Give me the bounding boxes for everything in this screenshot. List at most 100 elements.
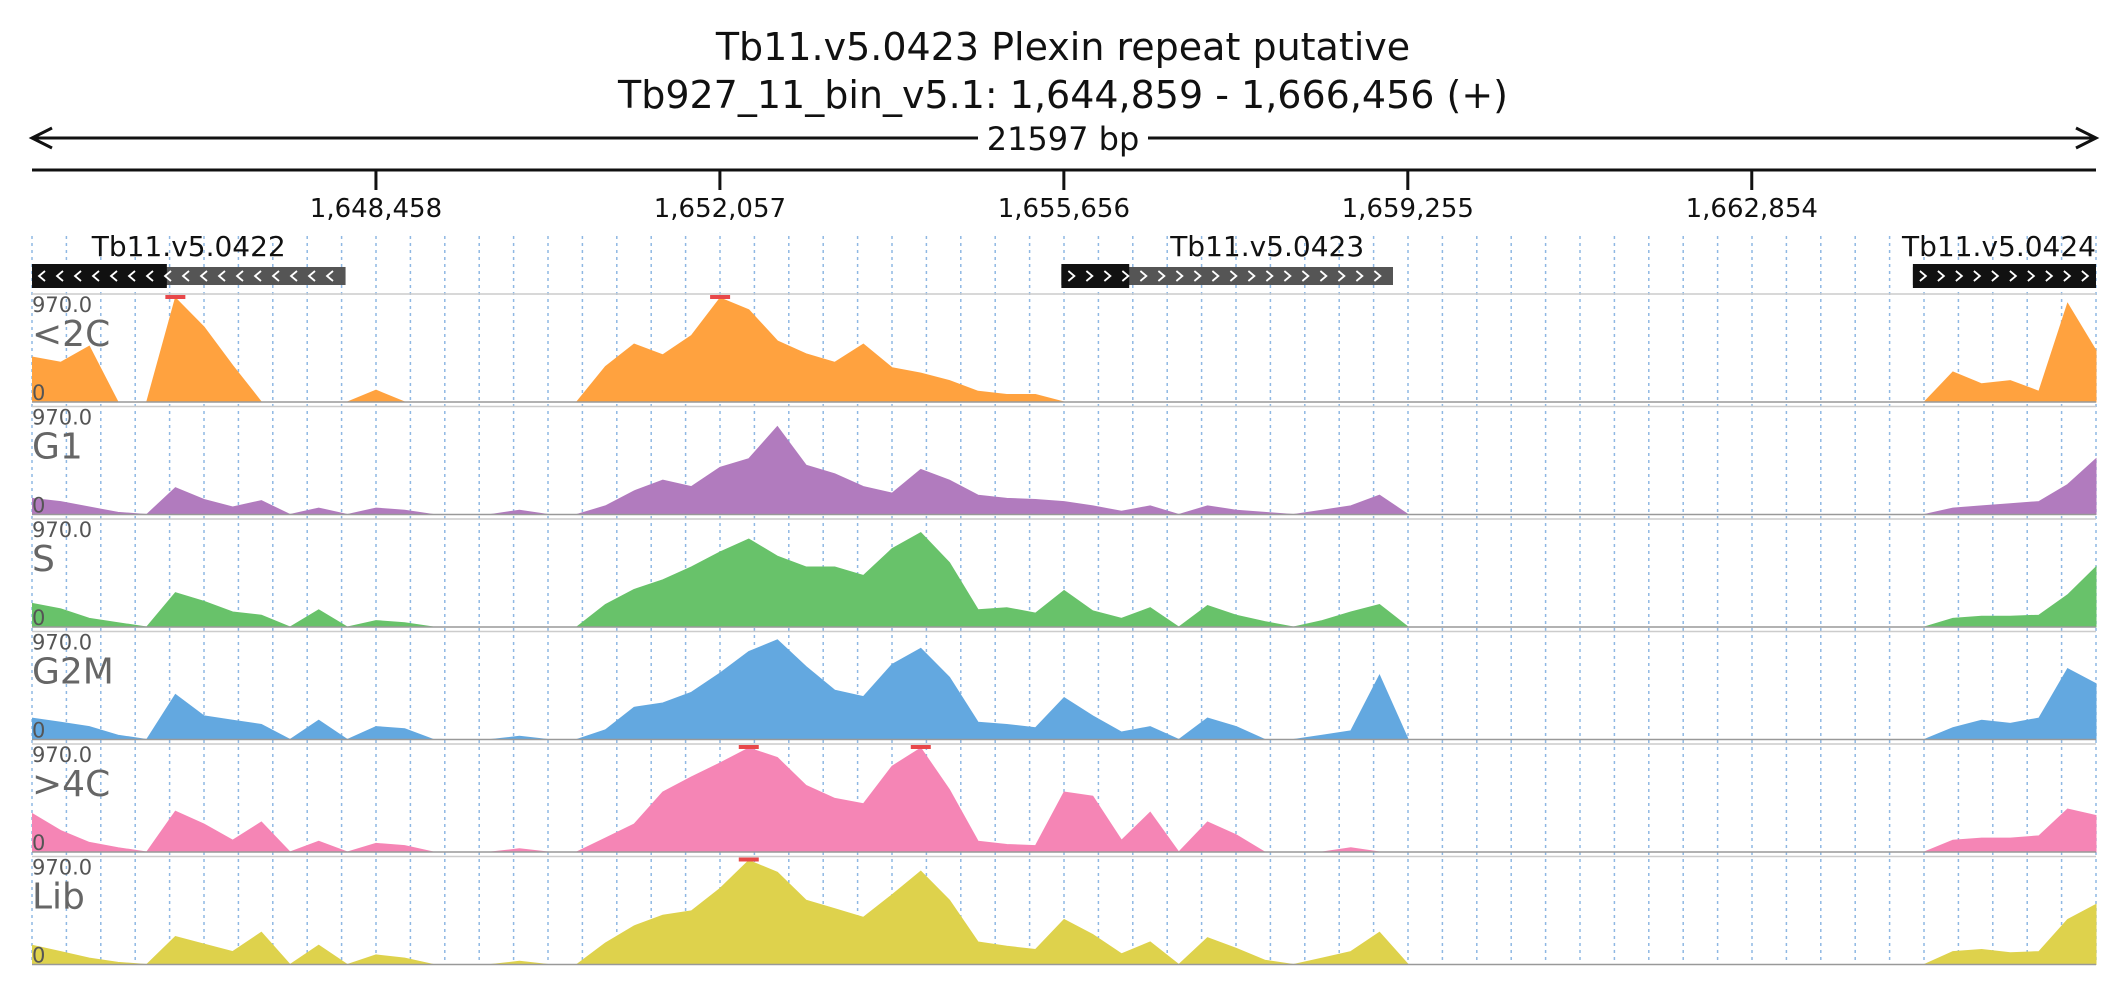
track-name: <2C [32,314,110,355]
strand-chevron [73,270,82,282]
gene-feature[interactable]: Tb11.v5.0423 [1061,230,1393,288]
gene-label: Tb11.v5.0423 [1169,230,1364,263]
strand-chevron [163,270,172,282]
strand-chevron [2045,270,2054,282]
coverage-track[interactable]: 970.0<2C 0 [32,293,2097,405]
gene-label: Tb11.v5.0422 [91,230,286,263]
strand-chevron [1175,270,1184,282]
strand-chevron [2063,270,2072,282]
strand-chevron [1103,270,1112,282]
strand-chevron [1301,270,1310,282]
track-max-label: 970.0 [32,406,92,430]
axis-tick-label: 1,652,057 [654,194,786,224]
strand-chevron [2081,270,2090,282]
track-min-label: 0 [32,944,45,968]
strand-chevron [235,270,244,282]
strand-chevron [1991,270,2000,282]
track-min-label: 0 [32,719,45,743]
track-name: G1 [32,427,83,468]
strand-chevron [307,270,316,282]
track-min-label: 0 [32,831,45,855]
strand-chevron [109,270,118,282]
strand-chevron [2027,270,2036,282]
strand-chevron [271,270,280,282]
span-label-bg [978,122,1148,156]
strand-chevron [253,270,262,282]
strand-chevron [1919,270,1928,282]
clip-indicator [710,295,731,299]
track-min-label: 0 [32,494,45,518]
axis-tick-label: 1,655,656 [998,194,1130,224]
gene-cds [32,264,167,288]
strand-chevron [55,270,64,282]
strand-chevron [289,270,298,282]
clip-indicator [738,857,759,862]
gene-cds [1061,264,1130,288]
strand-chevron [1085,270,1094,282]
coverage-track[interactable]: 970.0G1 0 [32,406,2097,518]
gene-feature[interactable]: Tb11.v5.0422 [32,230,346,288]
gene-feature[interactable]: Tb11.v5.0424 [1901,230,2096,288]
track-max-label: 970.0 [32,631,92,655]
strand-chevron [1139,270,1148,282]
strand-chevron [1355,270,1364,282]
track-max-label: 970.0 [32,856,92,880]
axis-tick-label: 1,659,255 [1342,194,1474,224]
strand-chevron [1193,270,1202,282]
strand-chevron [1955,270,1964,282]
strand-chevron [1247,270,1256,282]
strand-chevron [1265,270,1274,282]
track-max-label: 970.0 [32,293,92,317]
track-min-label: 0 [32,606,45,630]
region-title: Tb927_11_bin_v5.1: 1,644,859 - 1,666,456… [617,73,1508,117]
span-arrow-left [28,126,53,150]
coverage-track[interactable]: 970.0>4C 0 [32,743,2097,855]
track-name: >4C [32,764,110,805]
strand-chevron [181,270,190,282]
strand-chevron [1283,270,1292,282]
strand-chevron [1319,270,1328,282]
span-label: 21597 bp [987,120,1140,158]
strand-chevron [1121,270,1130,282]
track-name: Lib [32,877,85,918]
axis-tick-label: 1,648,458 [310,194,442,224]
strand-chevron [325,270,334,282]
track-max-label: 970.0 [32,743,92,767]
strand-chevron [1067,270,1076,282]
gene-title: Tb11.v5.0423 Plexin repeat putative [715,25,1411,69]
strand-chevron [127,270,136,282]
strand-chevron [1337,270,1346,282]
strand-chevron [145,270,154,282]
coverage-tracks: 970.0<2C0970.0G10970.0S0970.0G2M0970.0>4… [32,293,2097,968]
clip-indicator [165,295,186,299]
strand-chevron [1157,270,1166,282]
strand-chevron [2009,270,2018,282]
strand-chevron [217,270,226,282]
strand-chevron [91,270,100,282]
clip-indicator [738,745,759,749]
coverage-area [32,859,2097,966]
strand-chevron [1211,270,1220,282]
span-arrow-right [2075,126,2100,150]
strand-chevron [37,270,46,282]
track-max-label: 970.0 [32,518,92,542]
track-name: S [32,539,55,580]
clip-indicator [910,745,931,749]
ruler: 21597 bp 1,648,458 1,652,057 1,655,656 1,659… [28,120,2100,224]
strand-chevron [199,270,208,282]
coverage-area [32,639,2097,741]
track-name: G2M [32,652,114,693]
coverage-track[interactable]: 970.0S 0 [32,518,2097,630]
gene-label: Tb11.v5.0424 [1901,230,2096,263]
track-min-label: 0 [32,381,45,405]
gene-body [1061,267,1393,285]
strand-chevron [1937,270,1946,282]
gene-track: Tb11.v5.0422 Tb11.v5.0423 Tb11.v5.0424 [32,230,2096,288]
strand-chevron [1373,270,1382,282]
strand-chevron [1973,270,1982,282]
axis-tick-label: 1,662,854 [1686,194,1818,224]
